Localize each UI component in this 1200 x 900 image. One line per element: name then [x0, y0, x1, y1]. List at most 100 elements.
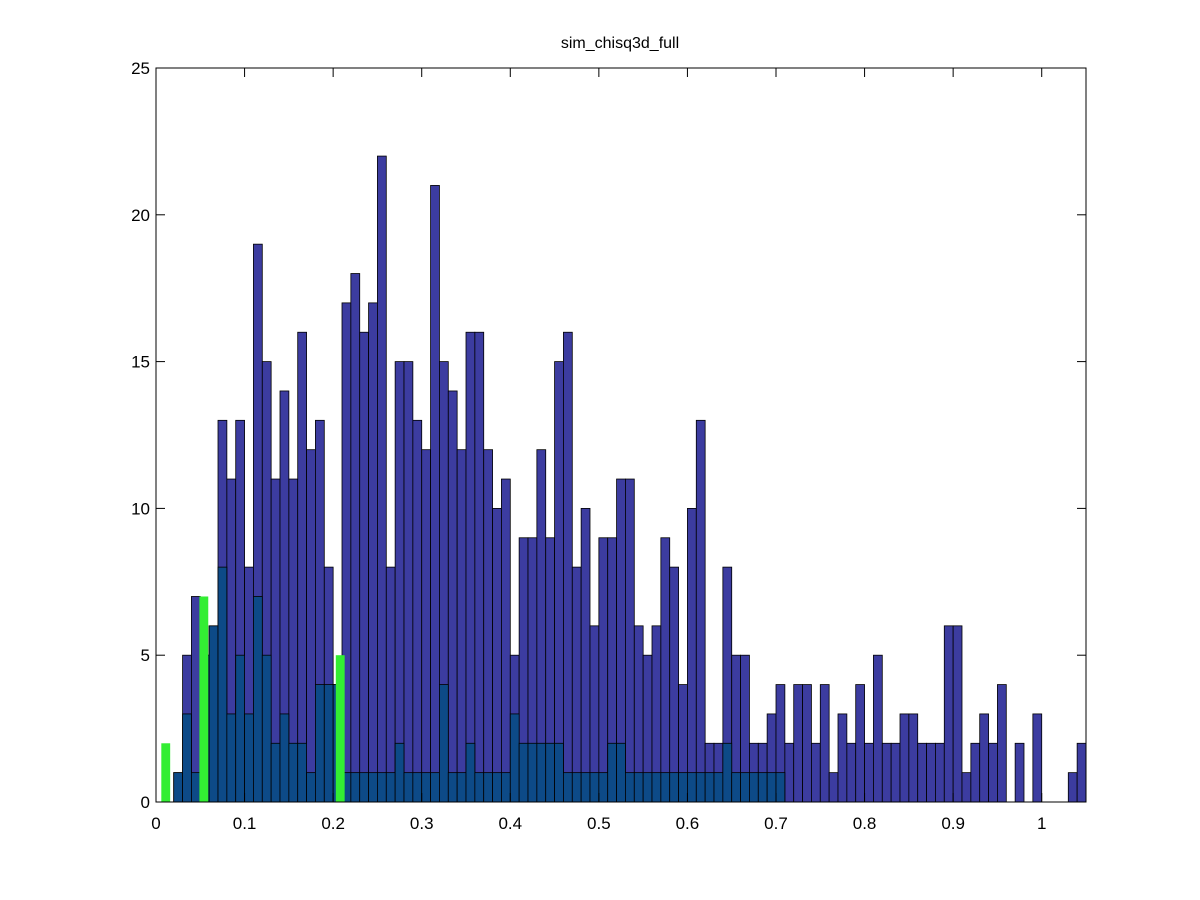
bar-s0-90 — [970, 742, 981, 803]
bar-s1-57 — [678, 772, 688, 803]
bar-s0-80 — [881, 742, 892, 803]
bar-s0-79 — [873, 654, 883, 803]
bar-s0-91 — [979, 713, 989, 803]
bar-s0-88 — [952, 625, 963, 803]
bar-s0-24 — [385, 566, 396, 803]
bar-s1-4 — [208, 625, 219, 803]
bar-s1-41 — [536, 742, 547, 803]
x-tick-label-10: 1 — [1037, 814, 1046, 833]
bar-s1-37 — [501, 772, 511, 803]
bar-s1-31 — [447, 772, 458, 803]
bar-s1-15 — [306, 772, 316, 803]
y-tick-label-2: 10 — [131, 499, 150, 518]
bar-s1-24 — [385, 772, 396, 803]
bar-s0-33 — [465, 331, 476, 803]
bar-s0-89 — [961, 772, 972, 803]
bar-s1-2 — [191, 772, 201, 803]
bar-s0-46 — [580, 507, 591, 803]
bar-s0-86 — [935, 742, 945, 803]
bar-s1-22 — [368, 772, 378, 803]
bar-s0-69 — [784, 742, 795, 803]
bar-s0-56 — [669, 566, 679, 803]
x-tick-label-6: 0.6 — [676, 814, 700, 833]
bar-s1-55 — [660, 772, 671, 803]
y-tick-label-4: 20 — [131, 206, 150, 225]
bar-s1-7 — [235, 654, 245, 803]
y-tick-label-3: 15 — [131, 353, 150, 372]
bar-s1-13 — [288, 742, 299, 803]
bar-s1-14 — [297, 742, 307, 803]
bar-s1-12 — [279, 713, 290, 803]
bar-s1-11 — [270, 742, 281, 803]
bar-s1-66 — [757, 772, 768, 803]
bar-s1-63 — [731, 772, 741, 803]
bar-s1-8 — [244, 713, 254, 803]
bar-s1-35 — [483, 772, 493, 803]
bar-s1-28 — [421, 772, 431, 803]
bar-s0-31 — [447, 390, 458, 803]
bar-s0-21 — [359, 331, 369, 803]
bar-s1-68 — [775, 772, 786, 803]
bar-s0-82 — [899, 713, 910, 803]
y-tick-label-1: 5 — [141, 646, 150, 665]
bar-s1-36 — [492, 772, 502, 803]
bar-s0-76 — [846, 742, 857, 803]
bar-s1-23 — [377, 772, 387, 803]
bar-s1-54 — [651, 772, 662, 803]
bar-s0-43 — [554, 361, 564, 803]
bar-s1-34 — [474, 772, 485, 803]
bar-s0-55 — [660, 537, 671, 803]
bar-s0-92 — [988, 742, 998, 803]
bar-s0-36 — [492, 507, 502, 803]
bar-s0-83 — [908, 713, 919, 803]
axes-frame — [155, 67, 1087, 803]
series-2 — [161, 596, 345, 802]
bar-s0-72 — [811, 742, 821, 803]
bar-s2-2 — [335, 655, 345, 802]
bar-s0-23 — [377, 155, 387, 803]
bar-s0-70 — [793, 684, 803, 803]
x-tick-label-8: 0.8 — [853, 814, 877, 833]
bar-s0-81 — [890, 742, 901, 803]
y-tick-label-5: 25 — [131, 59, 150, 78]
bar-s1-40 — [527, 742, 538, 803]
bar-s1-52 — [633, 772, 644, 803]
bar-s0-94 — [1014, 742, 1025, 803]
bar-s1-43 — [554, 742, 564, 803]
bar-s0-87 — [943, 625, 954, 803]
bar-s0-25 — [394, 361, 405, 803]
bar-s0-75 — [837, 713, 848, 803]
x-tick-label-5: 0.5 — [587, 814, 611, 833]
bar-s1-56 — [669, 772, 679, 803]
bar-s0-84 — [917, 742, 927, 803]
bar-s1-29 — [430, 772, 440, 803]
bar-s1-50 — [616, 742, 626, 803]
bar-s1-1 — [182, 713, 192, 803]
bar-s1-47 — [589, 772, 600, 803]
bar-s1-27 — [412, 772, 423, 803]
x-tick-label-7: 0.7 — [764, 814, 788, 833]
bar-s0-29 — [430, 185, 440, 803]
bar-s1-16 — [315, 684, 325, 803]
bar-s0-35 — [483, 449, 493, 803]
bar-s0-97 — [1076, 742, 1087, 803]
bar-s1-32 — [456, 772, 467, 803]
bar-s1-26 — [403, 772, 414, 803]
bar-s0-15 — [306, 449, 316, 803]
x-tick-label-0: 0 — [151, 814, 160, 833]
bar-s0-44 — [563, 331, 573, 803]
bar-s0-73 — [819, 684, 830, 803]
x-tick-label-4: 0.4 — [498, 814, 522, 833]
bar-s0-34 — [474, 331, 485, 803]
bar-s1-39 — [518, 742, 529, 803]
bar-s1-61 — [713, 772, 724, 803]
bar-s0-28 — [421, 449, 431, 803]
bar-s0-85 — [926, 742, 936, 803]
bar-s1-45 — [571, 772, 582, 803]
bar-s1-49 — [607, 742, 617, 803]
bar-s0-96 — [1067, 772, 1078, 803]
bar-s0-37 — [501, 478, 511, 803]
bar-s1-21 — [359, 772, 369, 803]
bar-s1-38 — [509, 713, 520, 803]
